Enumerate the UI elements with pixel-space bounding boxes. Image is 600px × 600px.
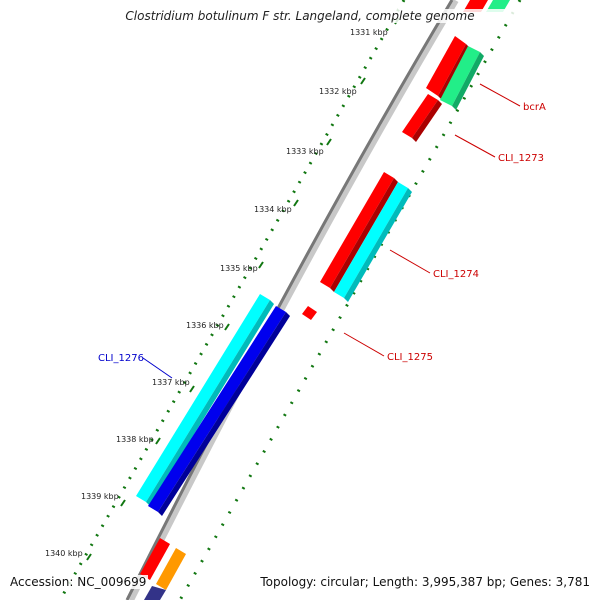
tick-label: 1338 kbp [116, 435, 154, 444]
tick-label: 1331 kbp [350, 28, 388, 37]
tick-label: 1337 kbp [152, 378, 190, 387]
gene-bcra[interactable] [440, 46, 480, 106]
genome-stats: Topology: circular; Length: 3,995,387 bp… [258, 575, 592, 589]
leader-bcra [479, 83, 521, 107]
leader-cli-1275 [343, 332, 385, 357]
gene-cyan-large[interactable] [136, 294, 270, 502]
gene-cli-1275[interactable] [302, 306, 317, 320]
leader-cli-1273 [454, 134, 496, 158]
leader-cli-1274 [389, 249, 431, 274]
tick-label: 1336 kbp [186, 321, 224, 330]
tick-label: 1340 kbp [45, 549, 83, 558]
gene-cli-1276[interactable] [148, 306, 286, 512]
gene-label-bcra[interactable]: bcrA [523, 102, 546, 113]
gene-label-cli-1275[interactable]: CLI_1275 [387, 352, 433, 363]
backbone [125, 0, 454, 600]
gene-bottom-red[interactable] [140, 538, 170, 580]
tick-label: 1335 kbp [220, 264, 258, 273]
gene-features [136, 0, 510, 600]
gene-bottom-orange[interactable] [156, 548, 186, 590]
backbone-shadow [126, 0, 459, 600]
tick-label: 1334 kbp [254, 205, 292, 214]
tick-label: 1339 kbp [81, 492, 119, 501]
gene-red-1[interactable] [426, 36, 466, 96]
gene-cli-1273[interactable] [402, 94, 438, 138]
gene-cli-1274[interactable] [334, 182, 408, 298]
gene-label-cli-1274[interactable]: CLI_1274 [433, 269, 479, 280]
gene-label-cli-1276[interactable]: CLI_1276 [98, 353, 144, 364]
gene-red-mid[interactable] [320, 172, 394, 288]
leader-cli-1276 [142, 357, 173, 379]
accession-text: Accession: NC_009699 [8, 575, 149, 589]
tick-label: 1332 kbp [319, 87, 357, 96]
map-title: Clostridium botulinum F str. Langeland, … [0, 9, 600, 23]
tick-label: 1333 kbp [286, 147, 324, 156]
gene-bottom-purple[interactable] [144, 586, 166, 600]
gene-label-cli-1273[interactable]: CLI_1273 [498, 153, 544, 164]
inner-track [178, 0, 522, 600]
